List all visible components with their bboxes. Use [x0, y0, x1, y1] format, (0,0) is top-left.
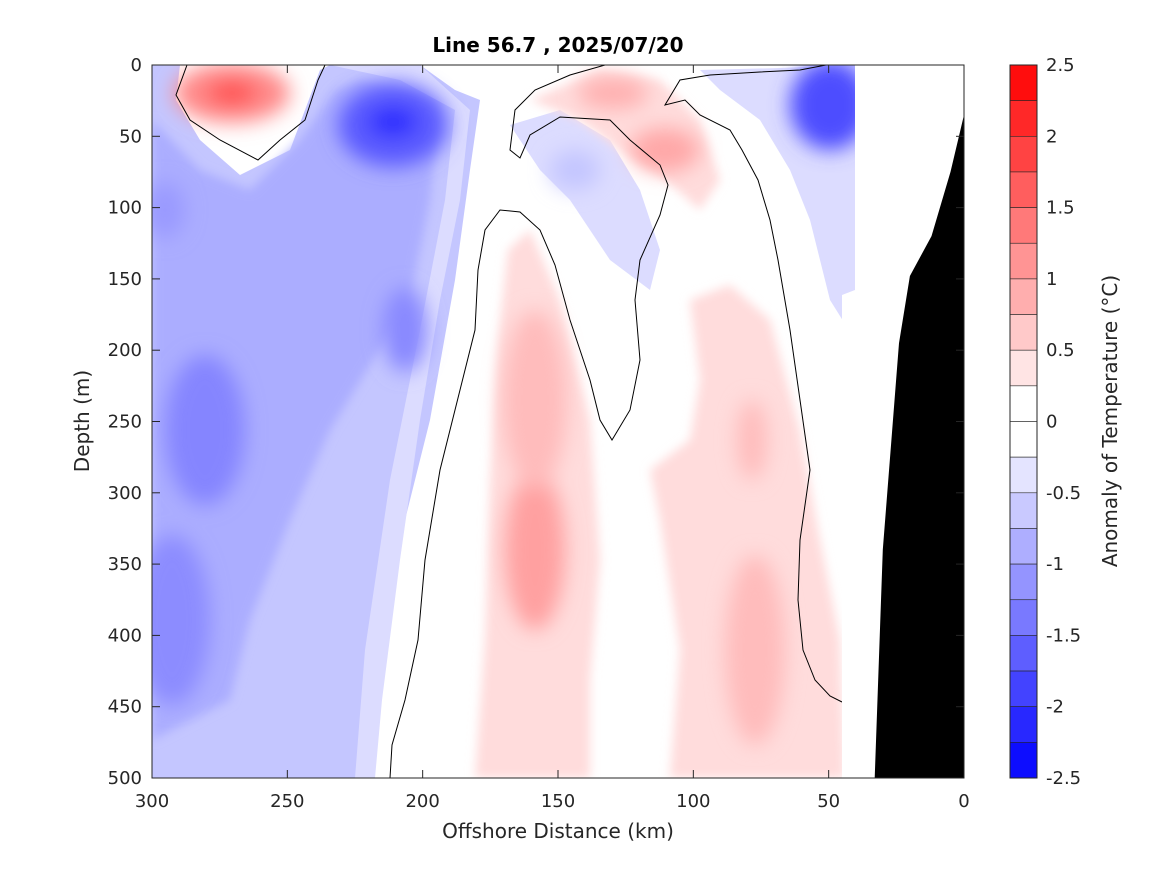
y-tick-label: 50 — [119, 126, 142, 147]
colorbar-segment — [1009, 349, 1038, 387]
cold-edge-band — [330, 65, 470, 778]
colorbar-segment — [1009, 385, 1038, 422]
colorbar-tick-label: -2.5 — [1046, 768, 1081, 789]
zero-contour-east — [663, 65, 843, 703]
bathymetry-profile — [874, 114, 964, 778]
plot-area — [152, 65, 964, 778]
y-tick-label: 400 — [108, 625, 142, 646]
colorbar-segment — [1009, 456, 1038, 494]
cold-core-surface-offshore-center — [368, 106, 418, 138]
x-tick-label: 50 — [817, 791, 840, 812]
colorbar-segment — [1009, 421, 1038, 458]
colorbar-segment — [1009, 207, 1038, 244]
colorbar-tick-label: -1 — [1046, 554, 1064, 575]
colorbar-segment — [1009, 670, 1038, 707]
y-tick-label: 350 — [108, 554, 142, 575]
x-tick-label: 300 — [135, 791, 169, 812]
warm-core-surface-mid — [578, 77, 648, 109]
colorbar-title: Anomaly of Temperature (°C) — [1098, 275, 1122, 567]
x-axis: 300 250 200 150 100 50 0 — [135, 65, 970, 812]
y-tick-label: 100 — [108, 198, 142, 219]
chart-title: Line 56.7 , 2025/07/20 — [432, 33, 683, 57]
cold-core-west-mid — [165, 355, 245, 505]
y-tick-label: 200 — [108, 340, 142, 361]
warm-core-surface-west-center — [207, 81, 257, 105]
x-axis-title: Offshore Distance (km) — [442, 819, 674, 843]
anomaly-cores — [152, 65, 870, 745]
colorbar-tick-label: 0.5 — [1046, 340, 1075, 361]
zero-contour-main — [389, 65, 669, 778]
colorbar-frame — [1009, 64, 1038, 779]
colorbar-tick-label: -1.5 — [1046, 625, 1081, 646]
colorbar-tick-label: 1.5 — [1046, 198, 1075, 219]
x-tick-label: 150 — [541, 791, 575, 812]
colorbar-segment — [1009, 64, 1038, 101]
colorbar-tick-label: 0 — [1046, 412, 1057, 433]
warm-east-column — [650, 285, 845, 778]
x-tick-label: 200 — [405, 791, 439, 812]
cold-core-mid-offshore — [383, 288, 427, 372]
colorbar-tick-label: 2.5 — [1046, 55, 1075, 76]
colorbar-segment — [1009, 136, 1038, 173]
warm-core-central-upper — [503, 310, 567, 490]
cold-central-tongue — [510, 110, 660, 290]
colorbar-segment — [1009, 242, 1038, 280]
colorbar: 2.5 2 1.5 1 0.5 0 -0.5 -1 -1.5 -2 -2.5 — [1009, 55, 1081, 789]
colorbar-segment — [1009, 599, 1038, 636]
colorbar-segment — [1009, 278, 1038, 315]
warm-upper-patch — [530, 70, 720, 210]
colorbar-tick-label: -2 — [1046, 697, 1064, 718]
warm-core-deep-central — [505, 470, 565, 630]
colorbar-segment — [1009, 742, 1038, 779]
cold-core-west-shallow — [152, 182, 185, 238]
colorbar-tick-label: 1 — [1046, 269, 1057, 290]
y-tick-label: 250 — [108, 412, 142, 433]
cold-core-surface-nearshore — [790, 65, 870, 150]
y-axis-title: Depth (m) — [70, 370, 94, 472]
y-tick-label: 0 — [131, 55, 142, 76]
warm-core-subsurface-mid — [630, 128, 700, 172]
colorbar-segment — [1009, 492, 1038, 529]
y-tick-label: 450 — [108, 697, 142, 718]
colorbar-segment — [1009, 563, 1038, 601]
colorbar-segment — [1009, 635, 1038, 672]
colorbar-segment — [1009, 528, 1038, 565]
x-tick-label: 100 — [676, 791, 710, 812]
y-tick-label: 150 — [108, 269, 142, 290]
y-tick-label: 500 — [108, 768, 142, 789]
zero-contour-west — [175, 65, 326, 161]
y-tick-label: 300 — [108, 483, 142, 504]
colorbar-tick-label: 2 — [1046, 126, 1057, 147]
y-axis: 0 50 100 150 200 250 300 350 400 450 500 — [108, 55, 964, 789]
cold-patch-central — [550, 150, 600, 190]
colorbar-segment — [1009, 171, 1038, 208]
warm-core-deep-east — [725, 555, 785, 745]
colorbar-segment — [1009, 706, 1038, 743]
x-tick-label: 0 — [958, 791, 969, 812]
colorbar-segment — [1009, 314, 1038, 351]
colorbar-segment — [1009, 100, 1038, 137]
colorbar-tick-label: -0.5 — [1046, 483, 1081, 504]
cold-core-west-deep — [152, 535, 210, 705]
cold-mid-region — [152, 80, 440, 740]
warm-core-east-upper — [737, 400, 767, 480]
x-tick-label: 250 — [270, 791, 304, 812]
